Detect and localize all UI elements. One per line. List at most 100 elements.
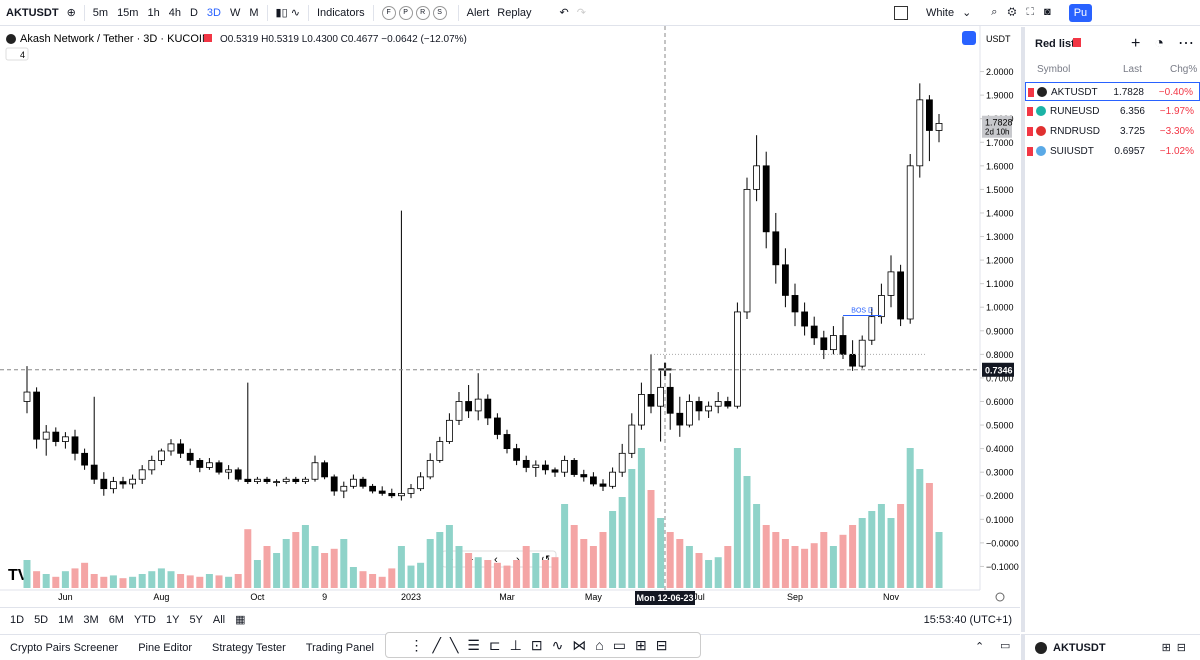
y-tick-label: 0.7000 — [986, 373, 1014, 383]
interval[interactable]: M — [249, 6, 259, 19]
y-tick-label: 0.9000 — [986, 326, 1014, 336]
template[interactable]: R — [415, 6, 430, 20]
volume-bar — [61, 571, 69, 588]
candle-body — [839, 335, 847, 355]
toolbar-icons: ⌕⚙⛶◙ — [991, 6, 1061, 18]
collapsed-count: 4 — [20, 50, 25, 60]
layout-toggle[interactable] — [893, 5, 908, 20]
candle-body — [205, 462, 213, 468]
interval[interactable]: 5m — [92, 6, 109, 19]
range[interactable]: 5D — [34, 613, 49, 626]
range[interactable]: 1Y — [165, 613, 180, 626]
intervals: 5m 15m 1h 4h D 3D W M — [93, 7, 259, 19]
volume-bar — [743, 476, 751, 588]
symbol[interactable]: AKTUSDT — [6, 6, 59, 19]
drawing-toolbar[interactable]: ⋮╱╲☰⊏⊥⊡∿⋈⌂▭⊞⊟ — [385, 632, 701, 658]
volume-bar — [330, 548, 338, 588]
chart-type[interactable]: ▮▯ ∿ — [275, 7, 300, 19]
alert[interactable]: Alert — [466, 6, 490, 19]
column-header: Chg% — [1170, 64, 1198, 75]
symbol-logo — [1036, 106, 1046, 116]
symbol-logo — [1036, 146, 1046, 156]
volume-bar — [493, 562, 501, 588]
collapse-button[interactable] — [5, 47, 29, 61]
y-tick-label: 0.1000 — [986, 515, 1014, 525]
candle-body — [580, 474, 588, 478]
volume-bar — [138, 574, 146, 588]
watchlist-row[interactable]: RNDRUSD 3.725 −3.30% — [1025, 122, 1200, 141]
tab[interactable]: Trading Panel — [305, 641, 374, 654]
volume-bar — [820, 532, 828, 588]
volume-bar — [321, 553, 329, 588]
interval[interactable]: 15m — [117, 6, 139, 19]
candle-body — [801, 311, 808, 327]
interval[interactable]: D — [189, 6, 198, 19]
volume-bar — [868, 511, 876, 588]
maximize-panel[interactable]: ▭ — [1000, 640, 1011, 652]
volume-bar — [263, 546, 271, 588]
scale-button[interactable] — [962, 31, 976, 45]
publish[interactable]: Pu — [1068, 3, 1093, 22]
settings-icon[interactable] — [995, 592, 1005, 602]
symbol-logo — [6, 34, 16, 44]
interval[interactable]: 4h — [168, 6, 181, 19]
candle-body — [609, 471, 616, 487]
watchlist-row[interactable]: RUNEUSD 6.356 −1.97% — [1025, 102, 1200, 121]
volume-bar — [609, 511, 617, 588]
candle-body — [23, 391, 31, 402]
x-tick-label: 9 — [322, 592, 327, 602]
range[interactable]: 1D — [10, 613, 25, 626]
watchlist-actions[interactable]: +◔⋯ — [1131, 35, 1194, 52]
redo[interactable]: ↷ — [576, 7, 586, 19]
candle-body — [455, 401, 463, 421]
interval[interactable]: 1h — [147, 6, 160, 19]
theme-dropdown[interactable]: ⌄ — [962, 7, 972, 19]
template[interactable]: F — [381, 6, 396, 20]
footer-icons[interactable]: ⊞⊟ — [1161, 642, 1192, 654]
tab[interactable]: Pine Editor — [138, 641, 193, 654]
goto-date[interactable]: ▦ — [235, 614, 246, 626]
collapse-panel[interactable]: ⌃ — [975, 641, 985, 653]
volume-bar — [887, 518, 895, 588]
volume-bar — [589, 546, 597, 588]
volume-bar — [301, 525, 309, 588]
range[interactable]: 5Y — [189, 613, 203, 626]
footer-symbol[interactable]: AKTUSDT — [1053, 641, 1106, 654]
candle-body — [426, 459, 434, 478]
candle-body — [638, 394, 645, 426]
separator — [83, 4, 85, 21]
volume-bar — [714, 557, 722, 588]
watchlist-title[interactable]: Red list — [1035, 38, 1075, 50]
theme[interactable]: White — [925, 6, 955, 19]
watchlist-row[interactable]: AKTUSDT 1.7828 −0.40% — [1025, 82, 1200, 101]
volume-bar — [637, 448, 645, 588]
template[interactable]: P — [398, 6, 413, 20]
volume-bar — [791, 546, 799, 588]
add-symbol[interactable]: ⊕ — [66, 7, 76, 19]
candle-body — [388, 492, 396, 497]
volume-bar — [858, 518, 866, 588]
tab[interactable]: Crypto Pairs Screener — [10, 641, 119, 654]
tab[interactable]: Strategy Tester — [212, 641, 286, 654]
separator — [307, 4, 309, 21]
volume-bar — [685, 546, 693, 588]
indicators[interactable]: Indicators — [316, 6, 365, 19]
scroll-left[interactable]: ‹ — [494, 554, 498, 566]
range[interactable]: YTD — [133, 613, 156, 626]
candle-body — [263, 478, 271, 482]
interval[interactable]: W — [229, 6, 241, 19]
template[interactable]: S — [432, 6, 447, 20]
candle-body — [90, 464, 98, 480]
candle-body — [484, 398, 492, 419]
range[interactable]: 3M — [83, 613, 99, 626]
undo[interactable]: ↶ — [559, 7, 569, 19]
interval[interactable]: 3D — [206, 6, 221, 19]
candle-body — [493, 417, 501, 435]
watchlist-row[interactable]: SUIUSDT 0.6957 −1.02% — [1025, 142, 1200, 161]
volume-bar — [52, 576, 60, 588]
volume-bar — [109, 575, 117, 588]
range[interactable]: 1M — [58, 613, 74, 626]
range[interactable]: All — [212, 613, 226, 626]
range[interactable]: 6M — [108, 613, 124, 626]
replay[interactable]: Replay — [497, 6, 532, 19]
